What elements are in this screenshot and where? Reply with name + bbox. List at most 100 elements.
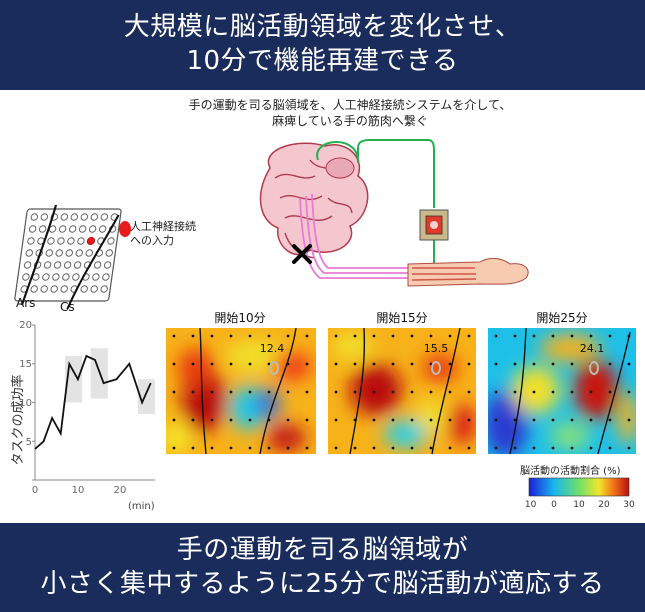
electrode-dot	[532, 362, 536, 366]
ytick-5: 5	[26, 437, 32, 448]
input-legend: 人工神経接続 への入力	[130, 220, 196, 248]
electrode-dot	[248, 362, 252, 366]
electrode-dot	[627, 418, 631, 422]
electrode-dot	[532, 390, 536, 394]
electrode-dot	[391, 390, 395, 394]
electrode-dot	[286, 418, 290, 422]
electrode-dot	[210, 446, 214, 450]
electrode-dot	[448, 390, 452, 394]
electrode-dot	[305, 362, 309, 366]
electrode-dot	[191, 446, 195, 450]
electrode-dot	[305, 390, 309, 394]
electrode-dot	[570, 390, 574, 394]
chart-ylabel: タスクの成功率	[10, 374, 26, 465]
electrode-dot	[210, 334, 214, 338]
electrode-dot	[494, 418, 498, 422]
electrode-dot	[191, 334, 195, 338]
xtick-0: 0	[32, 485, 38, 496]
electrode-dot	[391, 362, 395, 366]
electrode-dot	[494, 362, 498, 366]
electrode-dot	[608, 390, 612, 394]
electrode-dot	[429, 446, 433, 450]
ytick-20: 20	[19, 320, 32, 331]
colorbar-label: 脳活動の活動割合 (%)	[520, 466, 621, 477]
electrode-dot	[551, 418, 555, 422]
electrode-dot	[353, 446, 357, 450]
electrode-dot	[448, 418, 452, 422]
electrode-dot	[494, 390, 498, 394]
arm-illustration	[407, 257, 529, 287]
electrode-dot	[210, 362, 214, 366]
electrode-dot	[229, 362, 233, 366]
electrode-dot	[589, 390, 593, 394]
electrode-dot	[570, 362, 574, 366]
electrode-dot	[172, 446, 176, 450]
electrode-dot	[532, 446, 536, 450]
electrode-dot	[608, 362, 612, 366]
colorbar-tick-20: 20	[598, 500, 610, 510]
electrode-dot	[513, 418, 517, 422]
title-line-2: 10分で機能再建できる	[186, 46, 459, 76]
electrode-dot	[191, 418, 195, 422]
electrode-dot	[267, 446, 271, 450]
electrode-dot	[410, 362, 414, 366]
electrode-array	[14, 205, 131, 310]
electrode-dot	[627, 390, 631, 394]
electrode-dot	[589, 418, 593, 422]
title-banner: 大規模に脳活動領域を変化させ、 10分で機能再建できる	[0, 0, 645, 90]
electrode-dot	[286, 390, 290, 394]
electrode-dot	[210, 418, 214, 422]
heatmap-3-title: 開始25分	[536, 311, 587, 325]
electrode-dot	[267, 334, 271, 338]
colorbar-tick-neg10: -10	[525, 500, 537, 510]
heatmap-25min	[488, 328, 636, 454]
electrode-dot	[448, 334, 452, 338]
electrode-dot	[467, 362, 471, 366]
electrode-dot	[372, 418, 376, 422]
heatmap-overlays: 12.4 15.5 24.1 開始10分 開始15分 開始25分	[172, 311, 631, 455]
electrode-dot	[210, 390, 214, 394]
electrode-dot	[448, 362, 452, 366]
electrode-dot	[410, 418, 414, 422]
electrode-dot	[429, 418, 433, 422]
success-rate-line	[34, 354, 152, 450]
heatmap-2-title: 開始15分	[376, 311, 427, 325]
electrode-dot	[570, 334, 574, 338]
electrode-dot	[467, 418, 471, 422]
block-x-icon	[292, 244, 312, 264]
electrode-dot	[229, 334, 233, 338]
heatmap-2-value: 15.5	[424, 342, 449, 355]
electrode-dot	[410, 390, 414, 394]
electrode-dot	[608, 446, 612, 450]
electrode-dot	[570, 446, 574, 450]
electrode-dot	[513, 334, 517, 338]
electrode-dot	[391, 334, 395, 338]
colorbar-tick-0: 0	[551, 500, 557, 510]
heatmap-1-value: 12.4	[260, 342, 285, 355]
electrode-dot	[467, 390, 471, 394]
input-legend-line-1: 人工神経接続	[130, 220, 196, 233]
heatmap-3-value: 24.1	[580, 342, 605, 355]
electrode-dot	[305, 418, 309, 422]
electrode-dot	[410, 334, 414, 338]
electrode-dot	[334, 362, 338, 366]
electrode-dot	[532, 418, 536, 422]
colorbar: -10 0 10 20 30	[525, 477, 635, 510]
sulcus-label-ars: Ars	[16, 296, 36, 310]
input-electrode-marker	[86, 237, 95, 246]
caption-line-1: 手の運動を司る脳領域を、人工神経接続システムを介して、	[188, 98, 512, 112]
conclusion-banner: 手の運動を司る脳領域が 小さく集中するように25分で脳活動が適応する	[0, 523, 645, 612]
electrode-dot	[429, 334, 433, 338]
electrode-dot	[286, 446, 290, 450]
electrode-dot	[353, 334, 357, 338]
electrode-dot	[551, 334, 555, 338]
electrode-dot	[286, 334, 290, 338]
electrode-dot	[372, 334, 376, 338]
electrode-dot	[589, 334, 593, 338]
electrode-dot	[372, 390, 376, 394]
electrode-dot	[172, 334, 176, 338]
electrode-dot	[172, 390, 176, 394]
electrode-dot	[410, 446, 414, 450]
caption-line-2: 麻痺している手の筋肉へ繋ぐ	[272, 114, 428, 128]
ytick-15: 15	[19, 359, 32, 370]
